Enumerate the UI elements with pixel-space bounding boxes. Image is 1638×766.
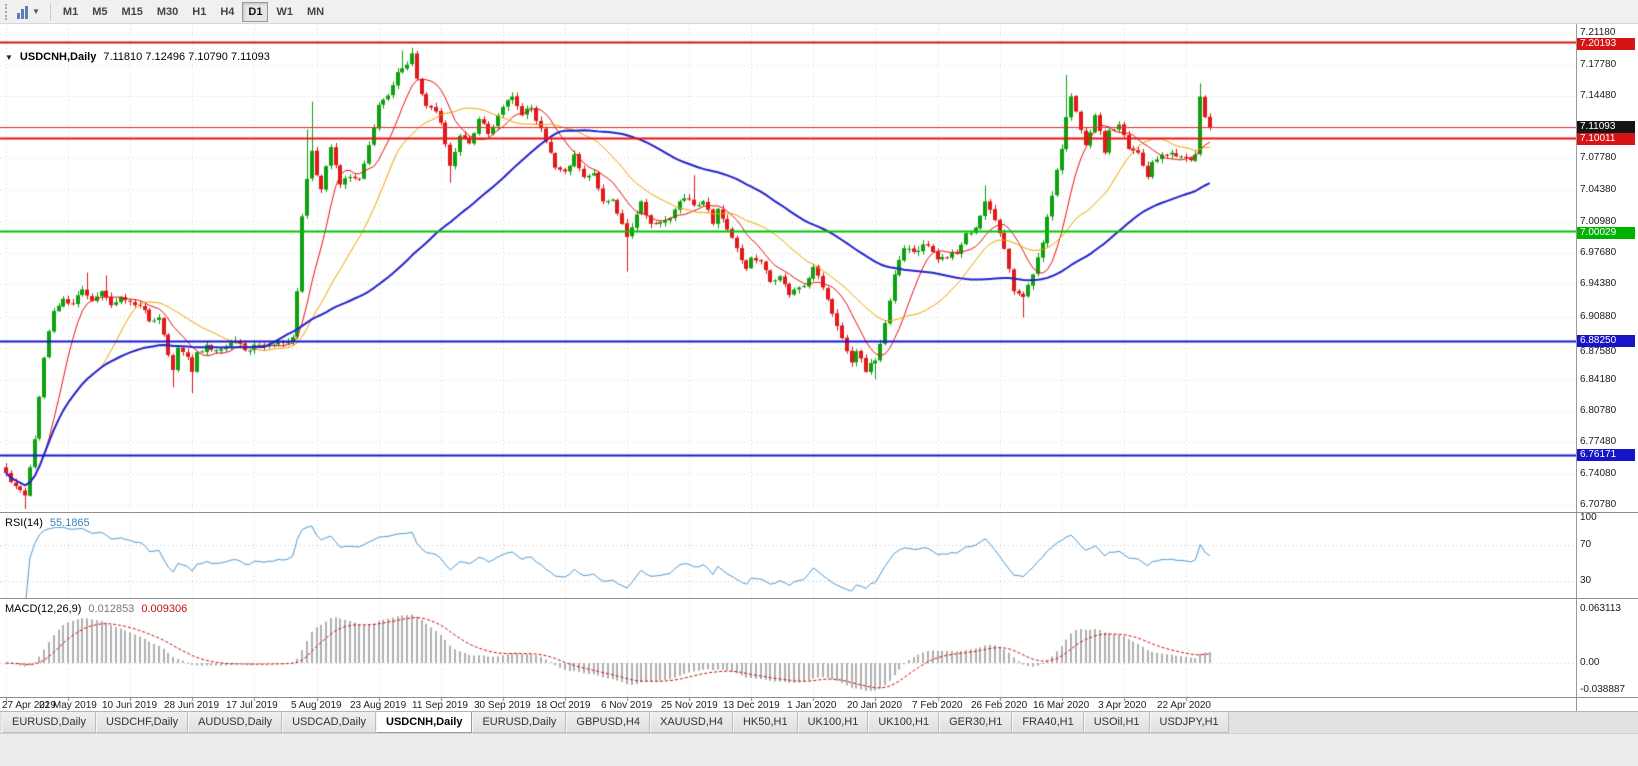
chart-tab-gbpusd-h4[interactable]: GBPUSD,H4 [566, 712, 650, 733]
date-axis-separator [0, 697, 1638, 698]
chart-tab-eurusd-daily[interactable]: EURUSD,Daily [472, 712, 567, 733]
price-axis[interactable]: 7.21180 7.20193 7.17780 7.14480 7.11093 7.100… [1576, 24, 1638, 711]
date-axis-label: 1 Jan 2020 [787, 700, 837, 711]
price-axis-label: 7.00980 [1580, 216, 1617, 227]
date-axis-label: 20 Jan 2020 [847, 700, 903, 711]
date-axis-label: 22 Apr 2020 [1157, 700, 1211, 711]
toolbar-grip-handle[interactable] [5, 3, 10, 20]
date-axis-label: 10 Jun 2019 [102, 700, 158, 711]
price-axis-highlight-label: 7.10011 [1577, 133, 1635, 145]
chart-tab-usdchf-daily[interactable]: USDCHF,Daily [95, 712, 189, 733]
timeframe-button-w1[interactable]: W1 [270, 2, 299, 22]
rsi-axis-label: 70 [1580, 539, 1592, 550]
date-axis-label: 17 Jul 2019 [226, 700, 278, 711]
timeframe-button-mn[interactable]: MN [301, 2, 330, 22]
date-axis-label: 28 Jun 2019 [164, 700, 220, 711]
chart-tab-usoil-h1[interactable]: USOil,H1 [1083, 712, 1150, 733]
price-axis-highlight-label: 7.00029 [1577, 227, 1635, 239]
price-axis-label: 7.04380 [1580, 184, 1617, 195]
price-axis-highlight-label: 7.11093 [1577, 121, 1635, 133]
price-axis-highlight-label: 6.88250 [1577, 335, 1635, 347]
chart-window: 7.21180 7.20193 7.17780 7.14480 7.11093 7.100… [0, 24, 1638, 711]
price-axis-label: 7.17780 [1580, 59, 1617, 70]
price-axis-label: 6.80780 [1580, 405, 1617, 416]
price-axis-label: 6.77480 [1580, 436, 1617, 447]
chart-tab-audusd-daily[interactable]: AUDUSD,Daily [188, 712, 283, 733]
chart-tab-usdcad-daily[interactable]: USDCAD,Daily [282, 712, 377, 733]
date-axis-label: 3 Apr 2020 [1098, 700, 1147, 711]
rsi-axis-label: 100 [1580, 512, 1597, 523]
bottom-tabbar: EURUSD,Daily USDCHF,Daily AUDUSD,Daily USDC… [0, 711, 1638, 733]
date-axis-label: 16 Mar 2020 [1033, 700, 1090, 711]
date-axis-label: 22 May 2019 [39, 700, 97, 711]
chart-tab-uk100-h1[interactable]: UK100,H1 [868, 712, 940, 733]
timeframe-button-d1[interactable]: D1 [242, 1, 269, 22]
price-axis-label: 6.94380 [1580, 278, 1617, 289]
date-axis-label: 18 Oct 2019 [536, 700, 591, 711]
price-axis-label: 6.70780 [1580, 499, 1617, 510]
chart-tab-ger30-h1[interactable]: GER30,H1 [939, 712, 1013, 733]
chevron-down-icon[interactable]: ▼ [32, 7, 40, 16]
date-axis-label: 23 Aug 2019 [350, 700, 407, 711]
macd-axis-label: 0.063113 [1580, 603, 1621, 614]
date-axis-label: 11 Sep 2019 [412, 700, 468, 711]
date-axis-label: 25 Nov 2019 [661, 700, 718, 711]
price-axis-label: 6.97680 [1580, 247, 1617, 258]
chart-tab-hk50-h1[interactable]: HK50,H1 [732, 712, 798, 733]
timeframe-button-m30[interactable]: M30 [151, 2, 184, 22]
date-axis-label: 13 Dec 2019 [723, 700, 780, 711]
pane-separator-rsi[interactable] [0, 512, 1638, 513]
timeframe-button-m5[interactable]: M5 [86, 2, 113, 22]
price-axis-label: 7.07780 [1580, 152, 1617, 163]
price-axis-label: 6.74080 [1580, 468, 1617, 479]
timeframe-button-h1[interactable]: H1 [186, 2, 212, 22]
price-axis-label: 7.14480 [1580, 90, 1617, 101]
date-axis-label: 27 Apr 2019 [2, 700, 56, 711]
price-chart-canvas[interactable] [0, 24, 1576, 711]
chart-type-icon[interactable] [14, 3, 31, 21]
chart-tab-usdcnh-daily[interactable]: USDCNH,Daily [376, 712, 473, 733]
date-axis-label: 7 Feb 2020 [912, 700, 963, 711]
pane-separator-macd[interactable] [0, 598, 1638, 599]
chart-tab-eurusd-daily[interactable]: EURUSD,Daily [2, 712, 96, 733]
bar-icon-part [17, 12, 20, 19]
price-axis-label: 6.90880 [1580, 311, 1617, 322]
macd-axis-label: 0.00 [1580, 657, 1600, 668]
date-axis-label: 26 Feb 2020 [971, 700, 1028, 711]
chart-tab-xauusd-h4[interactable]: XAUUSD,H4 [649, 712, 733, 733]
date-axis-label: 6 Nov 2019 [601, 700, 653, 711]
toolbar-separator [49, 2, 51, 21]
price-axis-highlight-label: 6.76171 [1577, 449, 1635, 461]
chart-tab-uk100-h1[interactable]: UK100,H1 [797, 712, 869, 733]
price-axis-label: 6.84180 [1580, 374, 1617, 385]
price-axis-label: 6.87580 [1580, 346, 1617, 357]
timeframe-button-h4[interactable]: H4 [214, 2, 240, 22]
timeframe-button-m15[interactable]: M15 [115, 2, 148, 22]
price-axis-label: 7.21180 [1580, 27, 1616, 38]
date-axis-label: 30 Sep 2019 [474, 700, 531, 711]
date-axis[interactable]: 27 Apr 2019 22 May 2019 10 Jun 2019 28 Jun … [0, 700, 1576, 712]
bar-icon-part [25, 5, 28, 19]
macd-axis-label: -0.038887 [1580, 684, 1626, 695]
chart-tab-usdjpy-h1[interactable]: USDJPY,H1 [1149, 712, 1229, 733]
bar-icon-part [21, 8, 24, 19]
rsi-axis-label: 30 [1580, 575, 1592, 586]
chart-tab-fra40-h1[interactable]: FRA40,H1 [1012, 712, 1084, 733]
status-bar [0, 733, 1638, 766]
timeframe-button-m1[interactable]: M1 [57, 2, 84, 22]
price-axis-highlight-label: 7.20193 [1577, 38, 1635, 50]
date-axis-label: 5 Aug 2019 [291, 700, 342, 711]
top-toolbar: ▼ M1 M5 M15 M30 H1 H4 D1 W1 MN [0, 0, 1638, 24]
